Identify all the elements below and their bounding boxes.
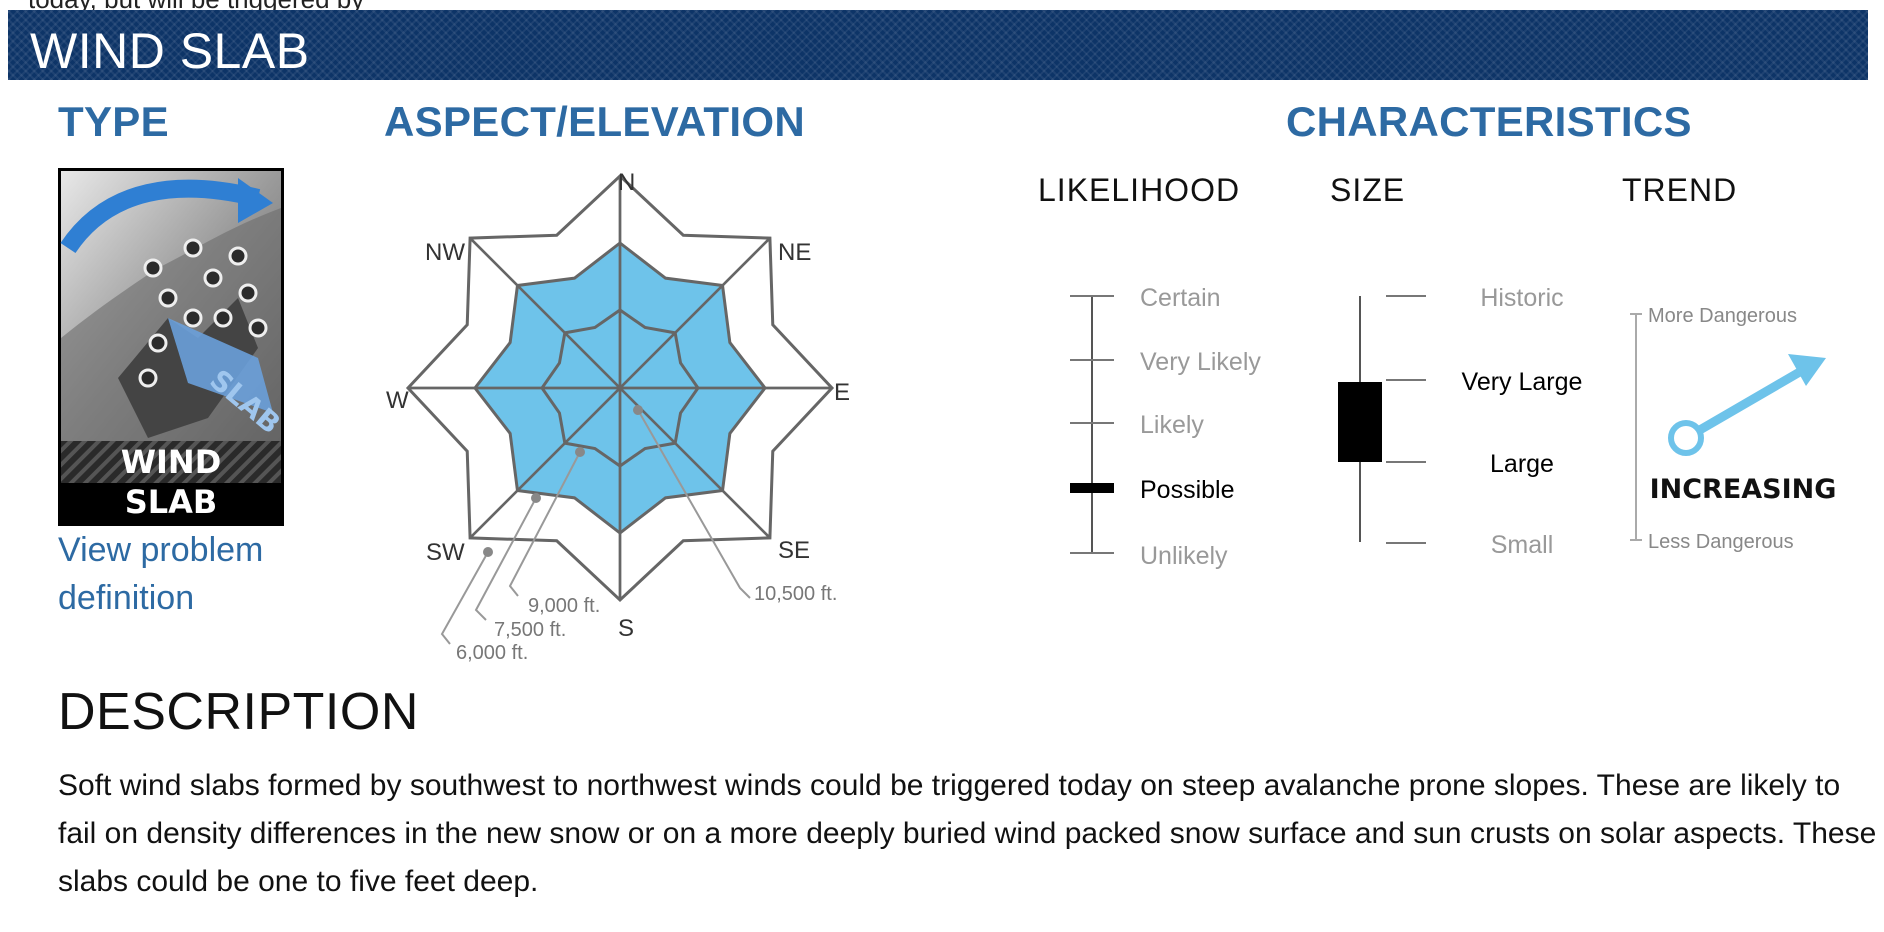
problem-title: WIND SLAB xyxy=(30,23,310,79)
trend-less-dangerous: Less Dangerous xyxy=(1648,531,1794,553)
elevation-leader-dot xyxy=(633,405,643,415)
dir-label-e: E xyxy=(834,379,850,406)
problem-banner: WIND SLAB xyxy=(8,10,1868,80)
dir-label-ne: NE xyxy=(778,239,811,266)
trend-more-dangerous: More Dangerous xyxy=(1648,305,1797,327)
likelihood-unlikely: Unlikely xyxy=(1140,542,1228,570)
size-heading: SIZE xyxy=(1330,172,1406,208)
description-text: Soft wind slabs formed by southwest to n… xyxy=(58,769,1877,898)
elevation-leader-dot xyxy=(483,547,493,557)
elevation-leader-line xyxy=(474,497,537,621)
dir-label-sw: SW xyxy=(426,539,465,566)
likelihood-very-likely: Very Likely xyxy=(1140,348,1261,376)
wind-slab-icon: SLAB WIND SLAB xyxy=(58,168,284,526)
likelihood-heading: LIKELIHOOD xyxy=(1038,172,1241,208)
elevation-leader-line xyxy=(637,409,751,599)
dir-label-s: S xyxy=(618,615,634,642)
rose-spoke xyxy=(469,237,771,539)
rose-rings xyxy=(405,173,835,645)
size-selected-range xyxy=(1338,382,1382,462)
aspect-elevation-heading: ASPECT/ELEVATION xyxy=(384,98,805,145)
icon-label-wind: WIND xyxy=(121,443,222,481)
clipped-previous-text: today, but will be triggered by xyxy=(0,0,1884,10)
dir-label-w: W xyxy=(386,387,409,414)
elev-label-6000: 6,000 ft. xyxy=(456,642,528,664)
trend-heading: TREND xyxy=(1622,172,1738,208)
trend-arrow-up-right-icon xyxy=(1668,354,1826,456)
trend-indicator: More Dangerous Less Dangerous INCREASING xyxy=(1630,305,1837,553)
size-large: Large xyxy=(1490,450,1554,478)
elevation-leader-line xyxy=(440,551,489,645)
elev-label-7500: 7,500 ft. xyxy=(494,619,566,641)
likelihood-selected-marker xyxy=(1070,483,1114,493)
view-problem-definition-link[interactable]: View problem definition xyxy=(58,531,264,617)
size-small: Small xyxy=(1491,531,1554,559)
size-scale: Historic Very Large Large Small xyxy=(1338,284,1583,559)
previous-text-fragment: today, but will be triggered by xyxy=(28,0,364,10)
type-heading: TYPE xyxy=(58,98,169,145)
elev-label-10500: 10,500 ft. xyxy=(754,583,837,605)
rose-labels: N NE E SE S SW W NW 10,500 ft. 9,000 ft.… xyxy=(386,169,850,664)
likelihood-scale: Certain Very Likely Likely Possible Unli… xyxy=(1070,284,1261,570)
size-historic: Historic xyxy=(1480,284,1563,312)
size-very-large: Very Large xyxy=(1462,368,1583,396)
icon-label-slab: SLAB xyxy=(125,483,218,521)
elev-label-9000: 9,000 ft. xyxy=(528,595,600,617)
aspect-elevation-rose: N NE E SE S SW W NW 10,500 ft. 9,000 ft.… xyxy=(386,169,850,664)
dir-label-nw: NW xyxy=(425,239,465,266)
elevation-leader-dot xyxy=(575,447,585,457)
likelihood-likely: Likely xyxy=(1140,411,1204,439)
elevation-leader-dot xyxy=(531,493,541,503)
dir-label-n: N xyxy=(618,169,635,196)
trend-value: INCREASING xyxy=(1650,474,1837,505)
likelihood-possible: Possible xyxy=(1140,476,1235,504)
likelihood-certain: Certain xyxy=(1140,284,1221,312)
elevation-leader-line xyxy=(508,451,581,597)
description-heading: DESCRIPTION xyxy=(58,683,419,741)
dir-label-se: SE xyxy=(778,537,810,564)
characteristics-heading: CHARACTERISTICS xyxy=(1286,98,1692,145)
